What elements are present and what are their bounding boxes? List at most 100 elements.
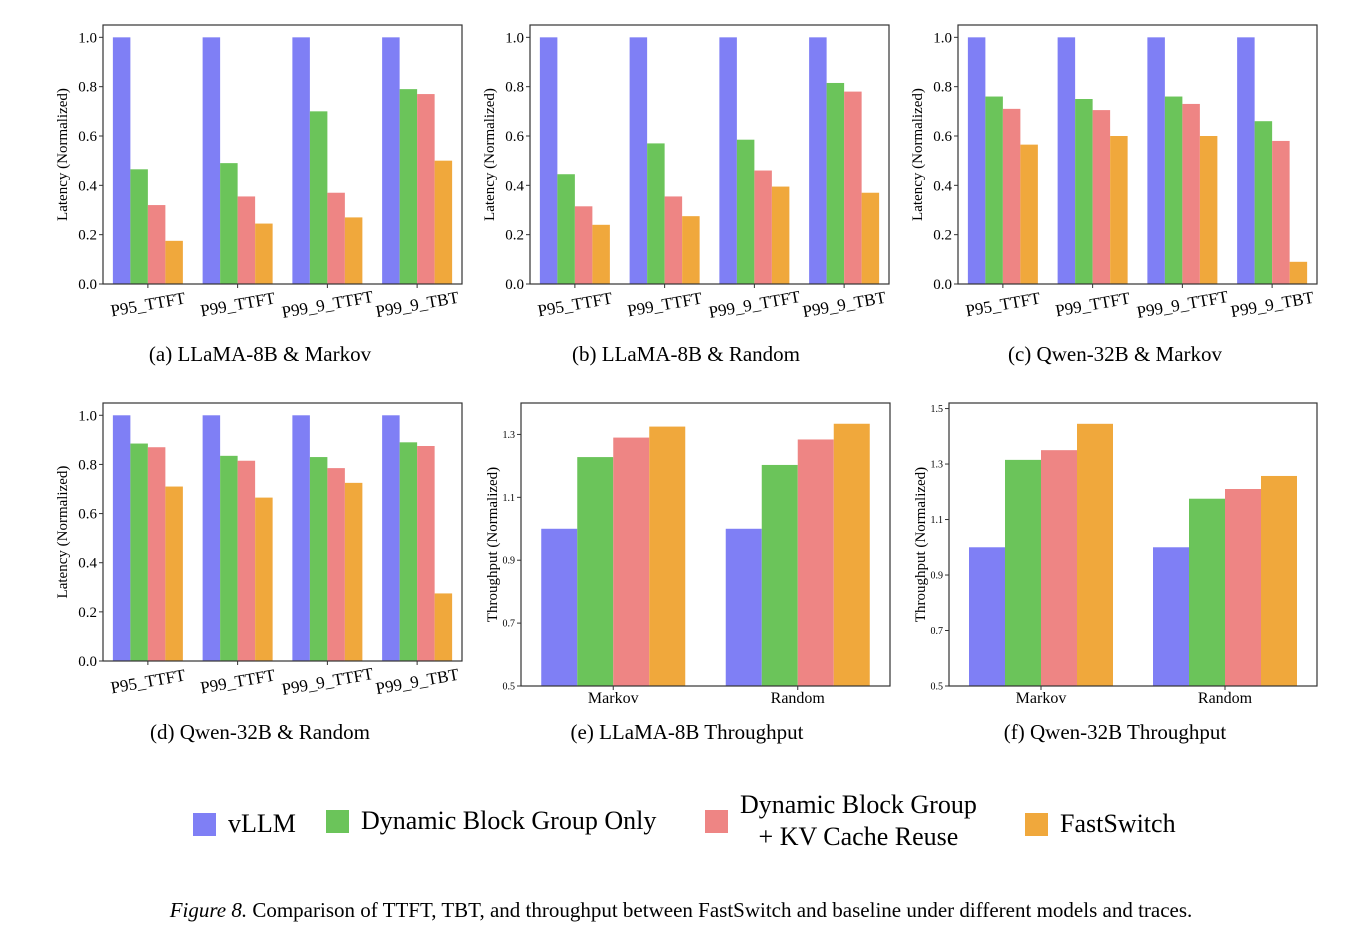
bar-dynamic-block-group-only-p99-ttft (1075, 99, 1093, 284)
bar-fastswitch-random (833, 423, 870, 686)
bar-dynamic-block-group-only-p99-9-ttft (309, 457, 328, 661)
legend-label: Dynamic Block Group Only (361, 806, 657, 835)
bar-dynamic-block-group-only-p99-ttft (220, 163, 238, 284)
x-tick-label-random: Random (1198, 690, 1253, 707)
legend-item-dynamic-block-group-kv-reuse: Dynamic Block Group + KV Cache Reuse (705, 789, 977, 853)
y-tick-label: 0.8 (933, 80, 952, 96)
bar-fastswitch-p95-ttft (592, 224, 610, 284)
bar-dynamic-block-group-kv-cache-reuse-p99-9-tbt (1272, 140, 1290, 284)
bar-fastswitch-markov (649, 426, 686, 686)
subcaption-e: (e) LLaMA-8B Throughput (570, 720, 804, 744)
y-tick-label: 0.8 (78, 80, 97, 96)
legend-label: FastSwitch (1060, 809, 1176, 838)
bar-fastswitch-p99-ttft (255, 497, 273, 661)
y-axis-label: Latency (Normalized) (55, 466, 71, 599)
chart-f: Markov Random 0.5 0.7 0.9 1.1 1.3 1.5 Throughput… (913, 402, 1318, 707)
bar-fastswitch-p99-9-tbt (434, 593, 453, 661)
chart-panel-d: P95_TTFT P99_TTFT P99_9_TTFT P99_9_TBT 0.0 0.… (0, 0, 470, 760)
bar-dynamic-block-group-kv-cache-reuse-p99-9-ttft (327, 468, 345, 661)
y-tick-label: 1.0 (505, 30, 524, 46)
bar-dynamic-block-group-kv-cache-reuse-p99-ttft (1092, 110, 1111, 284)
bar-fastswitch-p99-9-ttft (344, 482, 363, 661)
chart-e: Markov Random 0.5 0.7 0.9 1.1 1.3 Throughput (N… (485, 402, 891, 707)
bar-dynamic-block-group-kv-cache-reuse-markov (1041, 450, 1077, 686)
bar-fastswitch-p99-9-tbt (861, 192, 880, 284)
y-tick-label: 0.6 (78, 129, 97, 145)
bar-vllm-p99-ttft (1057, 37, 1076, 285)
bar-dynamic-block-group-kv-cache-reuse-p99-ttft (237, 196, 256, 284)
legend-swatch (1025, 812, 1048, 836)
chart-panel-f: Markov Random 0.5 0.7 0.9 1.1 1.3 1.5 Throughput… (913, 402, 1318, 744)
y-tick-label: 0.7 (503, 619, 516, 630)
legend-item-fastswitch: FastSwitch (1025, 808, 1176, 840)
plot-frame (957, 24, 1318, 285)
bar-vllm-p99-ttft (629, 37, 648, 285)
y-tick-label: 0.0 (78, 654, 97, 670)
bar-vllm-p95-ttft (539, 37, 558, 285)
bar-dynamic-block-group-kv-cache-reuse-p99-9-tbt (417, 446, 435, 661)
y-tick-label: 1.3 (503, 430, 516, 441)
bar-dynamic-block-group-kv-cache-reuse-p99-9-ttft (754, 170, 772, 284)
subcaption-f: (f) Qwen-32B Throughput (1003, 720, 1227, 744)
y-tick-label: 0.6 (933, 129, 952, 145)
plot-frame (102, 24, 463, 285)
bar-dynamic-block-group-kv-cache-reuse-p99-9-tbt (844, 91, 862, 284)
bar-fastswitch-p99-ttft (682, 216, 700, 284)
y-tick-label: 0.8 (505, 80, 524, 96)
legend-item-vllm: vLLM (193, 808, 296, 840)
bar-dynamic-block-group-only-p99-ttft (220, 455, 238, 661)
legend-swatch (326, 809, 349, 833)
bar-dynamic-block-group-kv-cache-reuse-markov (613, 437, 650, 686)
bar-dynamic-block-group-kv-cache-reuse-random (1225, 489, 1261, 686)
y-tick-label: 0.9 (931, 571, 944, 582)
y-axis-label: Throughput (Normalized) (913, 467, 929, 622)
bar-vllm-p99-9-tbt (1237, 37, 1255, 285)
bar-dynamic-block-group-only-p99-9-ttft (736, 139, 755, 284)
y-axis-label: Throughput (Normalized) (485, 467, 501, 622)
bar-dynamic-block-group-only-p99-9-tbt (399, 89, 418, 284)
bar-fastswitch-p99-9-ttft (1199, 136, 1218, 284)
subcaption-b: (b) LLaMA-8B & Random (571, 342, 801, 366)
bar-dynamic-block-group-only-p99-9-tbt (826, 82, 845, 284)
bar-fastswitch-random (1261, 475, 1297, 686)
bar-vllm-markov (541, 528, 578, 686)
y-tick-label: 0.7 (931, 626, 944, 637)
bar-fastswitch-p99-9-ttft (771, 186, 790, 284)
bar-fastswitch-markov (1077, 423, 1113, 686)
bar-dynamic-block-group-kv-cache-reuse-p99-ttft (237, 460, 256, 661)
bar-fastswitch-p95-ttft (165, 486, 183, 661)
plot-frame (102, 402, 463, 662)
plot-frame (948, 402, 1318, 687)
bar-dynamic-block-group-only-p99-9-tbt (1254, 121, 1273, 284)
y-tick-label: 0.4 (78, 556, 97, 572)
chart-panel-a: P95_TTFT P99_TTFT P99_9_TTFT P99_9_TBT 0.0 0.… (0, 0, 470, 380)
bar-dynamic-block-group-kv-cache-reuse-p95-ttft (147, 447, 166, 661)
y-tick-label: 0.2 (933, 228, 952, 244)
bar-dynamic-block-group-only-p95-ttft (130, 169, 148, 284)
legend-label: vLLM (228, 809, 296, 838)
y-tick-label: 0.5 (931, 682, 944, 693)
y-tick-label: 0.5 (503, 682, 516, 693)
legend: vLLM Dynamic Block Group Only Dynamic Bl… (0, 785, 1362, 865)
y-tick-label: 0.6 (78, 507, 97, 523)
bar-dynamic-block-group-only-p99-9-ttft (309, 111, 328, 284)
chart-b: P95_TTFT P99_TTFT P99_9_TTFT P99_9_TBT0.00.… (482, 24, 890, 322)
bar-fastswitch-p95-ttft (1020, 144, 1038, 284)
y-tick-label: 1.5 (931, 404, 944, 415)
bar-vllm-p99-9-ttft (292, 415, 310, 661)
x-tick-label-markov: Markov (588, 690, 639, 707)
y-tick-label: 0.2 (78, 228, 97, 244)
chart-panel-b: P95_TTFT P99_TTFT P99_9_TTFT P99_9_TBT 0.0 0.… (0, 0, 900, 380)
subcaption-a: (a) LLaMA-8B & Markov (148, 342, 372, 366)
y-tick-label: 0.4 (78, 178, 97, 194)
bar-fastswitch-p99-9-tbt (1289, 261, 1308, 284)
bar-dynamic-block-group-kv-cache-reuse-p99-9-ttft (1182, 103, 1200, 284)
bar-dynamic-block-group-only-p95-ttft (985, 96, 1003, 285)
y-tick-label: 0.6 (505, 129, 524, 145)
y-tick-label: 0.0 (78, 277, 97, 293)
y-axis-label: Latency (Normalized) (910, 88, 926, 221)
figure-caption: Figure 8. Comparison of TTFT, TBT, and t… (0, 898, 1362, 923)
bar-dynamic-block-group-only-p95-ttft (557, 174, 575, 284)
bar-vllm-p99-9-tbt (382, 415, 400, 661)
bar-dynamic-block-group-only-random (1189, 498, 1225, 686)
